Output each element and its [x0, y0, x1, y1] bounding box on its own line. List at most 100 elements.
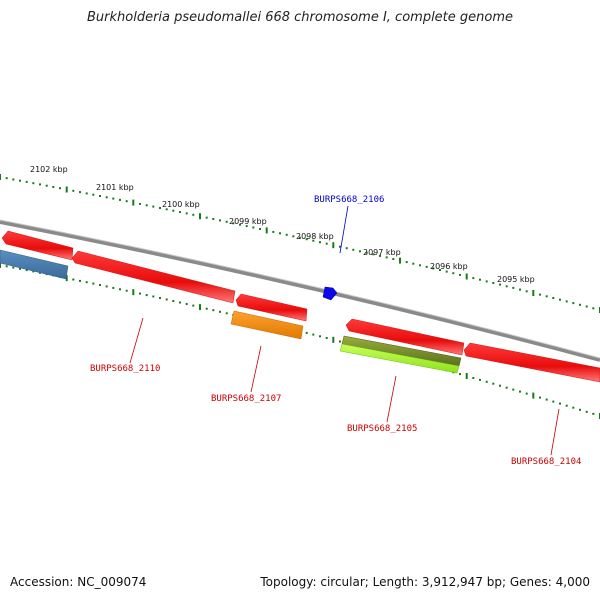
scale-tick [305, 331, 308, 334]
scale-tick [532, 392, 535, 399]
scale-tick [539, 396, 541, 399]
scale-tick [185, 303, 188, 305]
scale-tick [125, 200, 128, 203]
scale-tick [65, 186, 68, 193]
map-title: Burkholderia pseudomallei 668 chromosome… [86, 10, 514, 25]
scale-tick [465, 373, 468, 379]
scale-tick [492, 382, 495, 385]
gene-labels: BURPS668_2106 BURPS668_2110 BURPS668_210… [90, 195, 581, 467]
scale-tick [325, 242, 328, 245]
scale-tick [559, 298, 561, 301]
gene-feature-2107a[interactable] [235, 293, 308, 322]
gene-feature-2110[interactable] [71, 250, 236, 304]
scale-tick [585, 305, 588, 308]
scale-tick [525, 392, 528, 395]
scale-tick [492, 282, 495, 284]
gene-label-2105[interactable]: BURPS668_2105 [347, 424, 417, 434]
scale-tick [459, 373, 461, 376]
scale-tick [499, 283, 501, 286]
leader-2105 [386, 375, 397, 423]
scale-tick [32, 182, 35, 185]
scale-tick [525, 290, 528, 293]
scale-tick [212, 218, 215, 220]
scale-tick [19, 179, 21, 182]
scale-tick [399, 257, 401, 264]
scale-tick [72, 189, 75, 192]
scale-tick [132, 289, 135, 296]
scale-tick [159, 207, 161, 209]
gene-label-2107[interactable]: BURPS668_2107 [211, 394, 281, 404]
scale-tick [25, 180, 28, 183]
scale-tick [125, 289, 128, 292]
scale-tick [332, 336, 335, 343]
scale-tick [205, 216, 208, 219]
scale-tick [259, 228, 261, 230]
scale-label: 2100 kbp [162, 200, 200, 209]
scale-tick [252, 226, 255, 229]
scale-tick [105, 285, 108, 288]
scale-tick [545, 295, 548, 298]
scale-tick [579, 303, 581, 306]
scale-tick [292, 235, 295, 238]
scale-tick [445, 270, 448, 273]
scale-tick [359, 250, 361, 253]
scale-tick [19, 267, 21, 270]
scale-tick [345, 247, 348, 250]
leader-2106 [339, 205, 349, 254]
scale-tick [112, 286, 115, 289]
scale-tick [65, 275, 68, 282]
chromosome-backbone [0, 220, 600, 362]
scale-tick [119, 288, 121, 291]
gene-feature-2111[interactable] [1, 230, 74, 261]
scale-tick [339, 245, 341, 248]
scale-tick [579, 408, 581, 411]
gene-feature-2104[interactable] [463, 342, 600, 383]
gene-feature-blue[interactable] [0, 249, 69, 280]
scale-tick [305, 238, 308, 241]
scale-tick [265, 227, 268, 234]
scale-tick [245, 225, 248, 228]
scale-tick [85, 281, 88, 284]
scale-label: 2101 kbp [96, 183, 134, 192]
gene-feature-2105[interactable] [345, 318, 465, 356]
scale-tick [92, 193, 95, 196]
gene-label-2106[interactable]: BURPS668_2106 [314, 195, 384, 205]
scale-tick [105, 196, 108, 199]
scale-tick [59, 187, 61, 190]
scale-tick [152, 205, 155, 208]
scale-tick [5, 265, 8, 268]
scale-tick [92, 282, 95, 285]
gene-features [0, 230, 600, 383]
scale-tick [485, 380, 488, 383]
scale-tick [72, 278, 75, 281]
scale-tick [79, 191, 81, 194]
scale-tick [512, 388, 515, 391]
gene-label-2104[interactable]: BURPS668_2104 [511, 457, 581, 467]
scale-tick [132, 199, 135, 206]
scale-tick [192, 213, 195, 216]
gene-feature-2107[interactable] [230, 310, 304, 340]
scale-tick [339, 340, 341, 343]
scale-tick [279, 232, 281, 235]
genome-summary-text: Topology: circular; Length: 3,912,947 bp… [260, 575, 590, 589]
scale-tick [565, 300, 568, 303]
scale-tick [225, 220, 228, 223]
scale-tick [112, 197, 115, 200]
scale-tick [219, 219, 221, 222]
scale-label: 2102 kbp [30, 165, 68, 174]
scale-tick [332, 242, 335, 249]
gene-label-2110[interactable]: BURPS668_2110 [90, 364, 160, 374]
scale-label: 2097 kbp [363, 248, 401, 257]
gene-feature-2106[interactable] [322, 286, 338, 301]
scale-label: 2098 kbp [296, 232, 334, 241]
scale-tick [199, 304, 201, 311]
scale-tick [552, 297, 555, 299]
scale-tick [319, 241, 321, 244]
gene-feature-2105-lime[interactable] [339, 343, 460, 374]
scale-tick [185, 212, 188, 215]
scale-tick [419, 264, 421, 267]
scale-tick [425, 265, 428, 268]
scale-tick [552, 400, 555, 403]
accession-text: Accession: NC_009074 [10, 575, 147, 589]
leader-2107 [250, 345, 262, 393]
